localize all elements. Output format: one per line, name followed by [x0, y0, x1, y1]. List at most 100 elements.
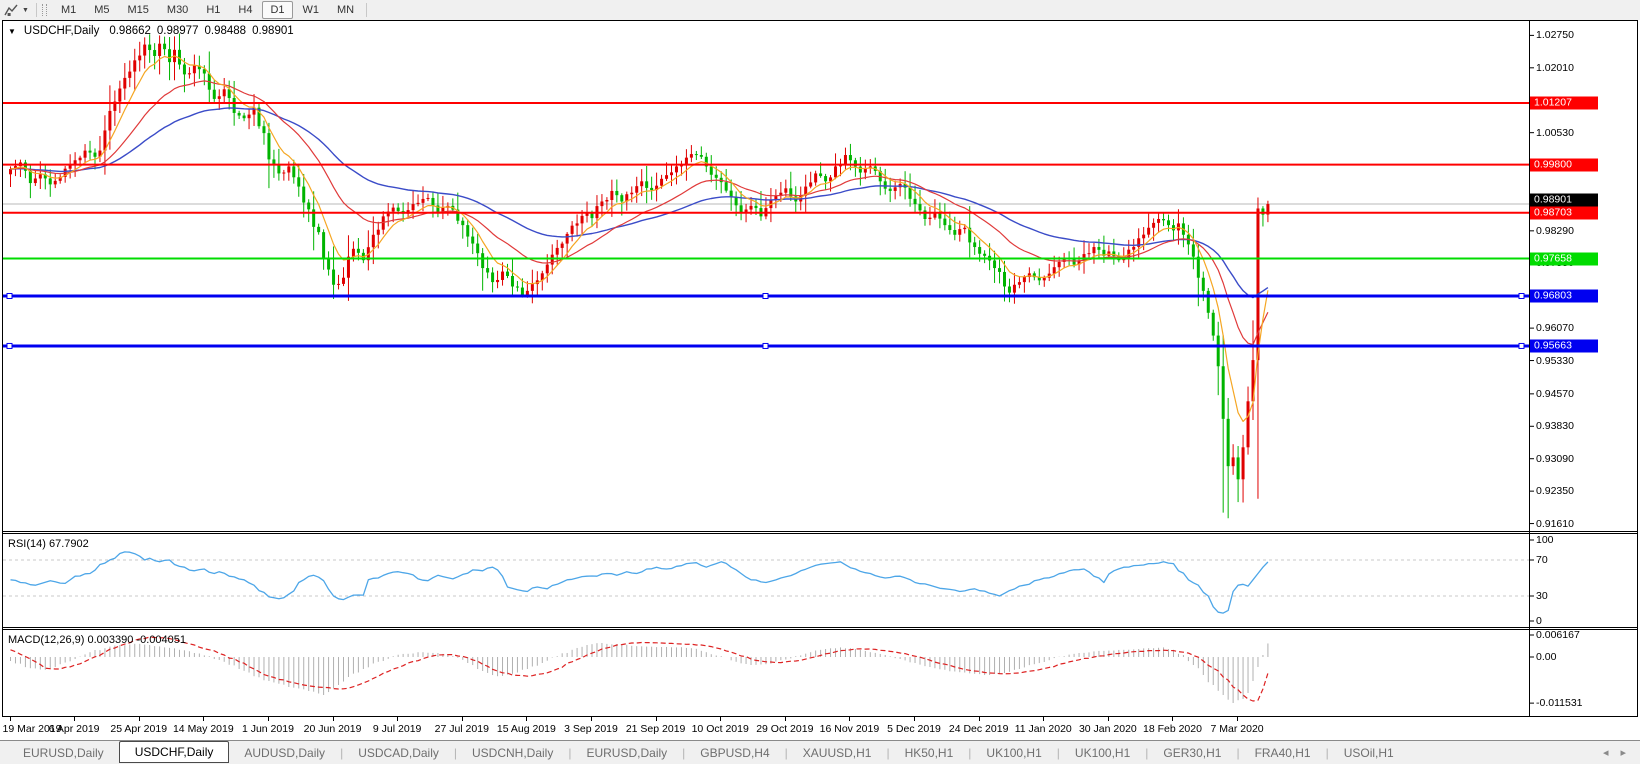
timeframe-button-W1[interactable]: W1	[302, 4, 320, 16]
chart-tab-UK100-H1[interactable]: UK100,H1	[1074, 745, 1131, 760]
panel-separator[interactable]	[3, 627, 1637, 628]
date-axis-label: 18 Feb 2020	[1142, 723, 1202, 735]
macd-axis-label: -0.011531	[1536, 697, 1583, 710]
date-axis-label: 5 Dec 2019	[887, 723, 941, 735]
price-axis-tick-label: 1.00530	[1536, 126, 1574, 139]
chart-tab-EURUSD-Daily[interactable]: EURUSD,Daily	[23, 745, 104, 760]
chart-tab-USDCAD-Daily[interactable]: USDCAD,Daily	[358, 745, 439, 760]
price-axis-tick-label: 1.02010	[1536, 61, 1574, 74]
date-tick-mark	[138, 717, 140, 721]
timeframe-button-M30[interactable]: M30	[166, 4, 189, 16]
ohlc-low: 0.98488	[204, 25, 247, 37]
tab-separator: |	[340, 745, 344, 760]
macd-pane-label: MACD(12,26,9) 0.003390 -0.004051	[8, 634, 186, 646]
timeframe-button-H4[interactable]: H4	[238, 4, 253, 16]
date-axis-label: 19 Mar 2019	[2, 723, 62, 735]
hline-handle[interactable]	[6, 342, 13, 349]
timeframe-button-H1[interactable]: H1	[206, 4, 221, 16]
chart-tab-HK50-H1[interactable]: HK50,H1	[904, 745, 954, 760]
chart-tab-USDCNH-Daily[interactable]: USDCNH,Daily	[472, 745, 554, 760]
date-axis-label: 1 Jun 2019	[241, 723, 294, 735]
date-tick-mark	[9, 717, 11, 721]
price-axis-tick-label: 0.91610	[1536, 517, 1574, 530]
tabs-scroll-right-icon[interactable]: ▸	[1620, 747, 1626, 759]
date-tick-mark	[332, 717, 334, 721]
chart-tab-XAUUSD-H1[interactable]: XAUUSD,H1	[802, 745, 872, 760]
ohlc-high: 0.98977	[156, 25, 199, 37]
chart-title: ▼ USDCHF,Daily 0.98662 0.98977 0.98488 0…	[8, 25, 294, 37]
rsi-axis-label: 100	[1536, 534, 1554, 546]
chart-tab-UK100-H1[interactable]: UK100,H1	[986, 745, 1042, 760]
chart-tab-EURUSD-Daily[interactable]: EURUSD,Daily	[586, 745, 668, 760]
chart-zigzag-icon[interactable]	[4, 3, 20, 17]
price-level-badge: 0.99800	[1530, 158, 1598, 172]
date-axis-label: 25 Apr 2019	[110, 723, 168, 735]
chart-tab-GBPUSD-H4[interactable]: GBPUSD,H4	[700, 745, 770, 760]
hline-handle[interactable]	[6, 292, 13, 299]
chart-tab-bar: EURUSD,Daily USDCHF,Daily AUDUSD,Daily | USD…	[0, 740, 1640, 764]
date-axis-label: 10 Oct 2019	[691, 723, 749, 735]
tab-separator: |	[784, 745, 788, 760]
price-level-badge: 0.98703	[1530, 206, 1598, 220]
top-toolbar: ▼ M1 M5 M15 M30 H1 H4 D1 W1 MN	[0, 0, 1640, 20]
panel-separator[interactable]	[3, 531, 1637, 532]
date-axis-label: 15 Aug 2019	[496, 723, 556, 735]
date-axis-label: 16 Nov 2019	[819, 723, 880, 735]
collapse-arrow-icon[interactable]: ▼	[8, 26, 16, 36]
timeframe-button-D1[interactable]: D1	[262, 1, 293, 19]
date-axis-label: 9 Jul 2019	[372, 723, 422, 735]
date-axis-label: 21 Sep 2019	[625, 723, 686, 735]
date-tick-mark	[720, 717, 722, 721]
macd-signal-line	[10, 636, 1269, 702]
date-axis[interactable]: 19 Mar 2019 6 Apr 2019 25 Apr 2019 14 May 2…	[2, 717, 1638, 740]
timeframe-button-M15[interactable]: M15	[127, 4, 149, 16]
price-level-badge: 1.01207	[1530, 96, 1598, 110]
date-tick-mark	[978, 717, 980, 721]
tab-separator: |	[682, 745, 686, 760]
date-axis-label: 24 Dec 2019	[948, 723, 1009, 735]
chart-tab-USDCHF-Daily[interactable]: USDCHF,Daily	[118, 740, 230, 763]
chart-canvas[interactable]	[3, 21, 1637, 716]
date-axis-label: 3 Sep 2019	[564, 723, 618, 735]
date-tick-mark	[74, 717, 76, 721]
toolbar-dropdown-caret[interactable]: ▼	[22, 6, 29, 14]
tabs-scroll-left-icon[interactable]: ◂	[1602, 747, 1609, 759]
date-axis-label: 20 Jun 2019	[303, 723, 362, 735]
tab-separator: |	[453, 745, 457, 760]
chart-tab-FRA40-H1[interactable]: FRA40,H1	[1254, 745, 1311, 760]
date-axis-label: 7 Mar 2020	[1210, 723, 1264, 735]
date-tick-mark	[849, 717, 851, 721]
price-axis-tick-label: 0.93090	[1536, 452, 1574, 465]
hline-handle[interactable]	[1518, 342, 1525, 349]
toolbar-grip-handle[interactable]	[41, 4, 47, 16]
chart-tab-USOil-H1[interactable]: USOil,H1	[1343, 745, 1394, 760]
date-tick-mark	[397, 717, 399, 721]
tab-separator: |	[1236, 745, 1240, 760]
price-axis-tick-label: 0.94570	[1536, 387, 1574, 400]
chart-tab-AUDUSD-Daily[interactable]: AUDUSD,Daily	[244, 745, 326, 760]
price-axis-tick-label: 0.93830	[1536, 420, 1574, 433]
hline-handle[interactable]	[762, 292, 769, 299]
date-tick-mark	[1043, 717, 1045, 721]
chart-tab-GER30-H1[interactable]: GER30,H1	[1163, 745, 1222, 760]
candlestick-series	[9, 33, 1270, 519]
timeframe-button-MN[interactable]: MN	[337, 4, 355, 16]
toolbar-separator	[366, 3, 368, 17]
price-level-badge: 0.97658	[1530, 252, 1598, 266]
tab-separator: |	[1056, 745, 1060, 760]
price-axis-separator	[1529, 21, 1530, 716]
timeframe-button-M1[interactable]: M1	[60, 4, 77, 16]
date-axis-label: 14 May 2019	[172, 723, 234, 735]
ma-fast-line	[10, 55, 1269, 422]
hline-handle[interactable]	[1518, 292, 1525, 299]
date-tick-mark	[1172, 717, 1174, 721]
timeframe-button-M5[interactable]: M5	[94, 4, 110, 16]
tab-separator: |	[1325, 745, 1329, 760]
ma-slow-line	[10, 107, 1269, 299]
current-price-badge: 0.98901	[1530, 193, 1598, 207]
hline-handle[interactable]	[762, 342, 769, 349]
chart-window: ▼ USDCHF,Daily 0.98662 0.98977 0.98488 0…	[2, 20, 1638, 717]
macd-axis-label: 0.00	[1536, 651, 1557, 663]
macd-histogram	[10, 643, 1269, 703]
panel-separator	[3, 533, 1637, 534]
